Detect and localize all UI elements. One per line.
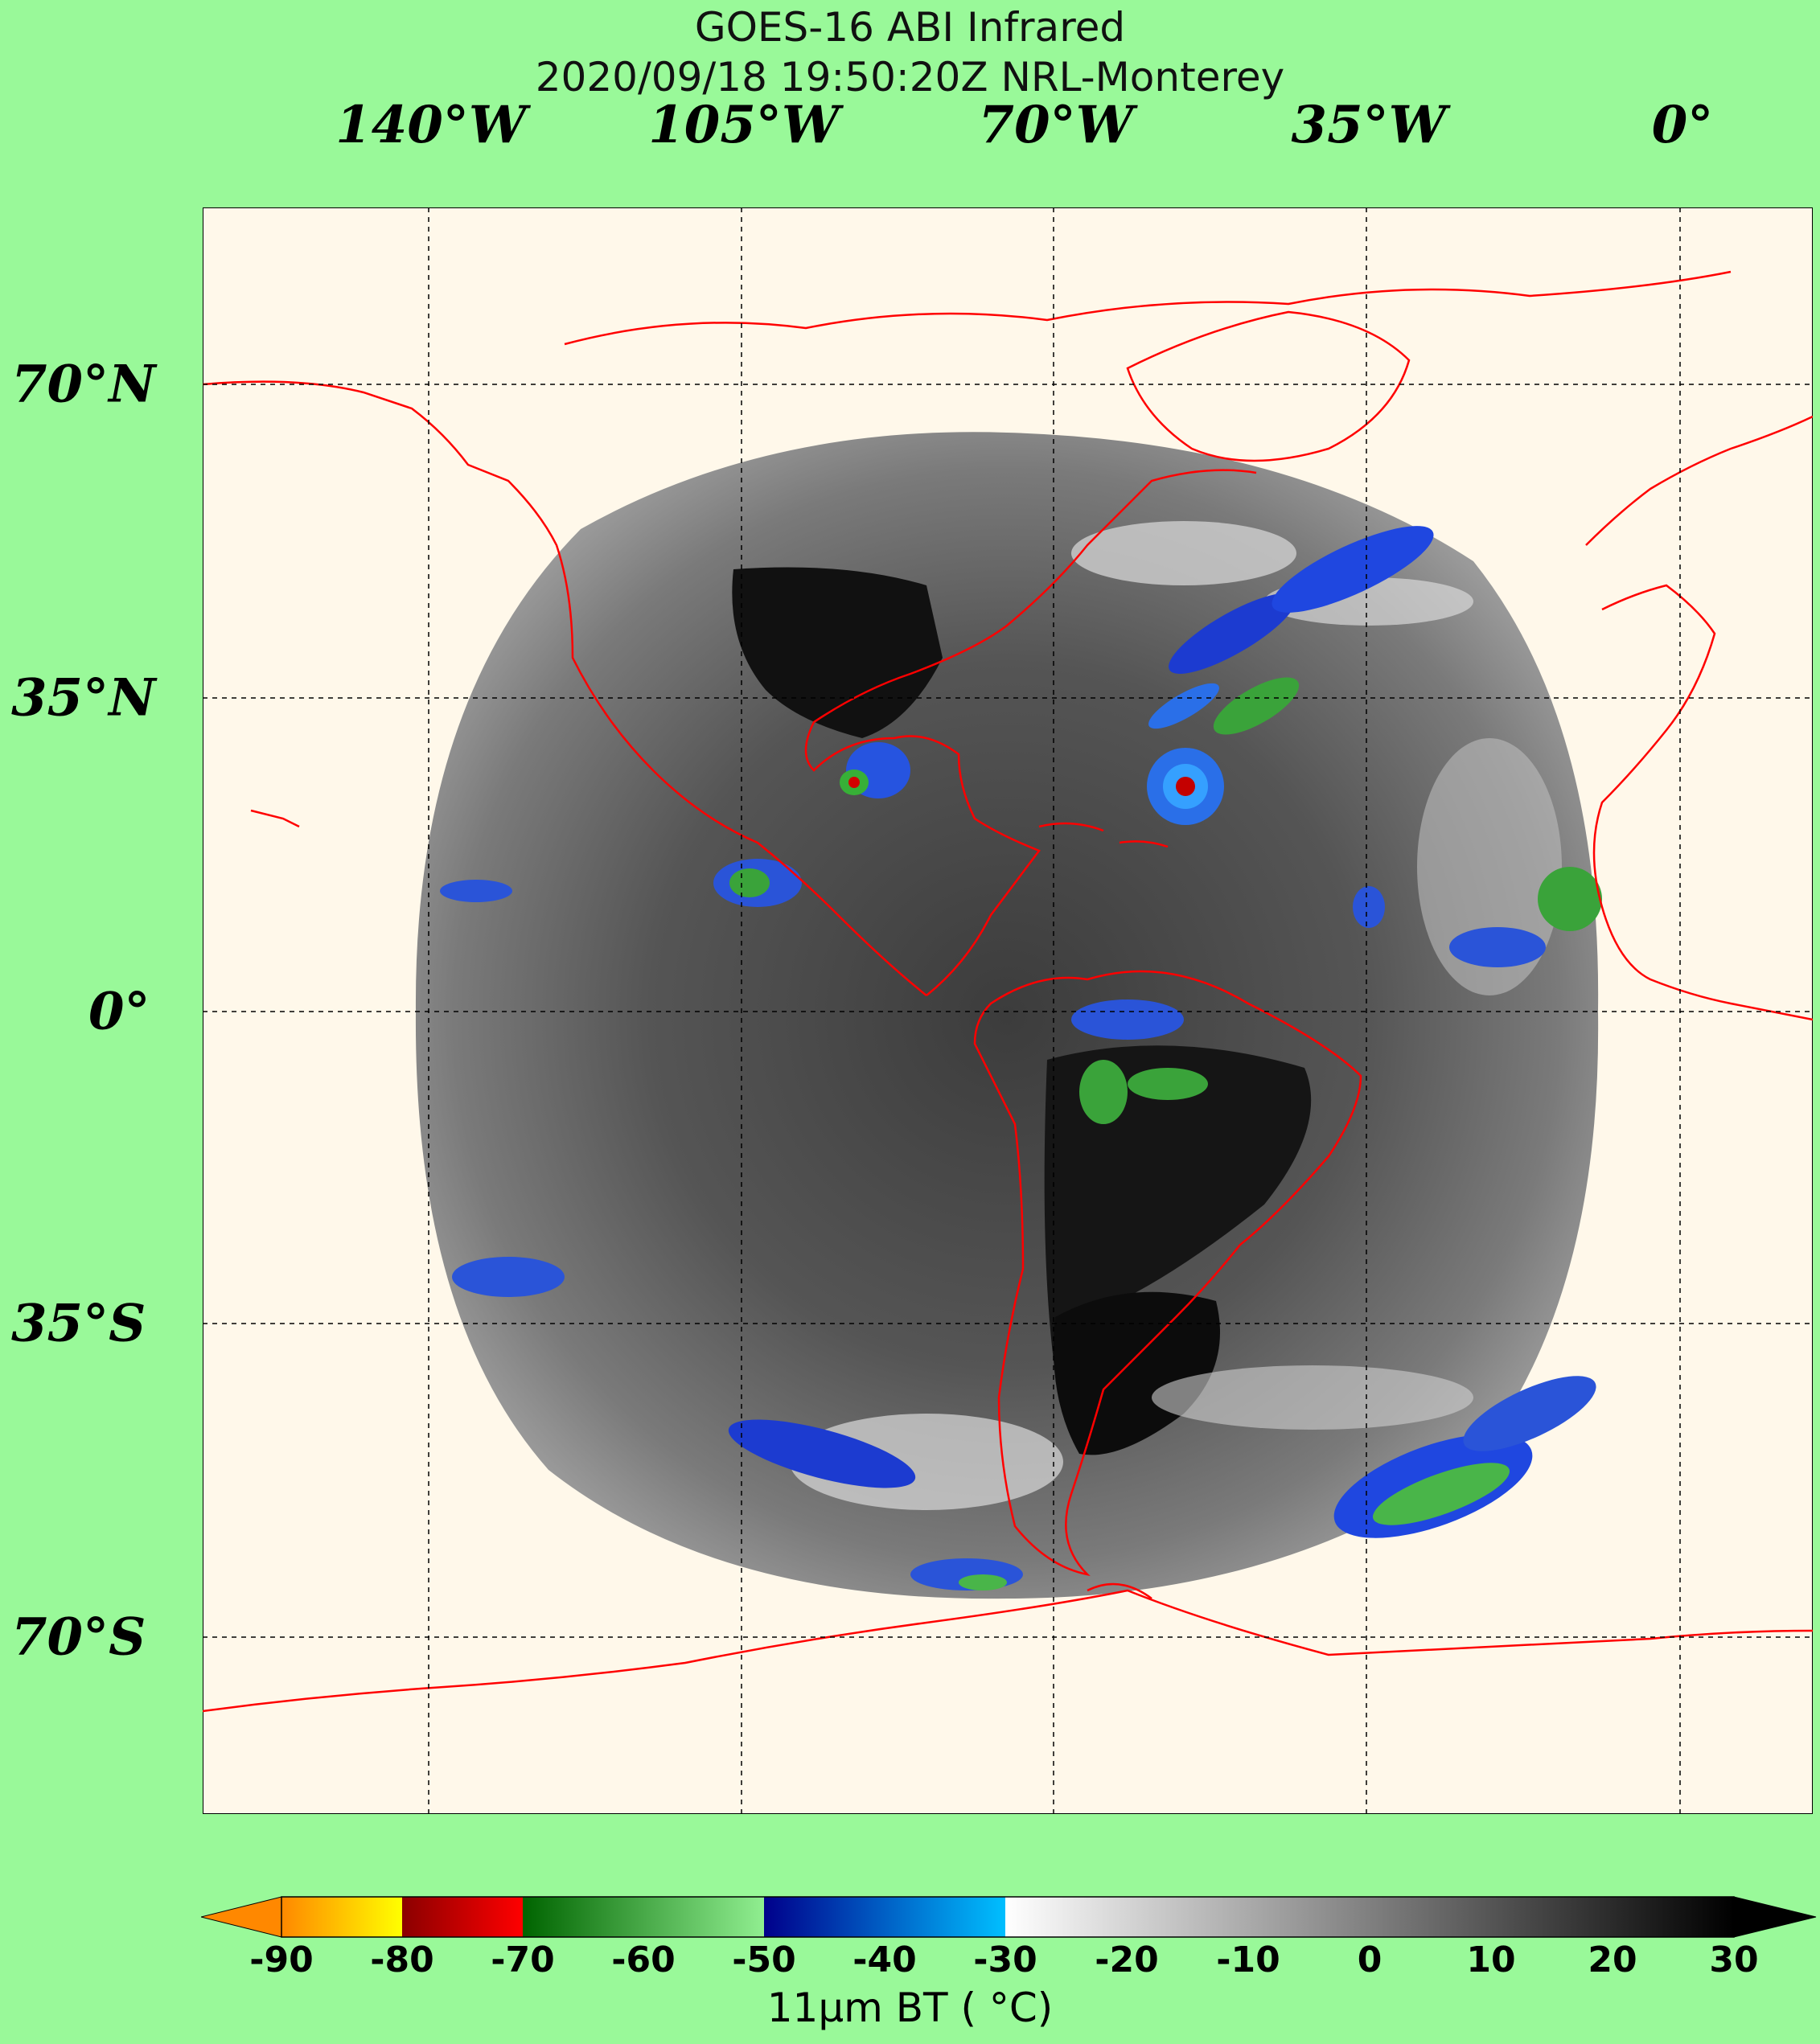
dark-region-north-america bbox=[732, 567, 943, 738]
lon-label-105w: 105°W bbox=[648, 95, 840, 155]
graticule bbox=[203, 207, 1813, 1814]
colorbar-segment bbox=[402, 1897, 523, 1937]
colorbar-min-arrow bbox=[201, 1896, 282, 1938]
lat-label-70s: 70°S bbox=[11, 1607, 146, 1668]
satellite-disk bbox=[415, 432, 1599, 1599]
colorbar-tick: -80 bbox=[370, 1939, 434, 1980]
satellite-map bbox=[203, 207, 1813, 1814]
colorbar bbox=[201, 1896, 1817, 1938]
coastlines bbox=[203, 270, 1813, 1713]
colorbar-tick: 20 bbox=[1588, 1939, 1637, 1980]
colorbar-label: 11μm BT ( °C) bbox=[766, 1984, 1054, 2031]
lon-label-140w: 140°W bbox=[335, 95, 527, 155]
colorbar-tick: 0 bbox=[1357, 1939, 1382, 1980]
colorbar-segment bbox=[523, 1897, 764, 1937]
colorbar-tick: -50 bbox=[732, 1939, 796, 1980]
lat-label-35n: 35°N bbox=[11, 667, 156, 729]
colorbar-tick: 10 bbox=[1466, 1939, 1516, 1980]
lat-label-0: 0° bbox=[88, 981, 150, 1042]
cloud-band bbox=[790, 1414, 1063, 1510]
title-line-2: 2020/09/18 19:50:20Z NRL-Monterey bbox=[535, 54, 1285, 101]
colorbar-tick: 30 bbox=[1709, 1939, 1759, 1980]
colorbar-segment bbox=[1005, 1897, 1734, 1937]
cold-cloud-tops bbox=[440, 526, 1602, 1590]
lon-label-35w: 35°W bbox=[1291, 95, 1447, 155]
colorbar-tick: -10 bbox=[1216, 1939, 1280, 1980]
colorbar-tick: -60 bbox=[611, 1939, 676, 1980]
title-line-1: GOES-16 ABI Infrared bbox=[694, 4, 1126, 51]
lat-label-35s: 35°S bbox=[11, 1293, 146, 1354]
cloud-band bbox=[1071, 521, 1296, 585]
lon-label-0: 0° bbox=[1651, 95, 1714, 155]
lat-label-70n: 70°N bbox=[11, 354, 156, 415]
colorbar-tick: -30 bbox=[973, 1939, 1037, 1980]
colorbar-segment bbox=[764, 1897, 1005, 1937]
colorbar-segment bbox=[281, 1897, 402, 1937]
colorbar-tick: -70 bbox=[491, 1939, 555, 1980]
colorbar-tick: -40 bbox=[852, 1939, 917, 1980]
lon-label-70w: 70°W bbox=[978, 95, 1134, 155]
colorbar-tick: -20 bbox=[1095, 1939, 1159, 1980]
colorbar-tick: -90 bbox=[249, 1939, 314, 1980]
colorbar-max-arrow bbox=[1733, 1896, 1817, 1938]
cloud-band bbox=[1152, 1365, 1473, 1430]
